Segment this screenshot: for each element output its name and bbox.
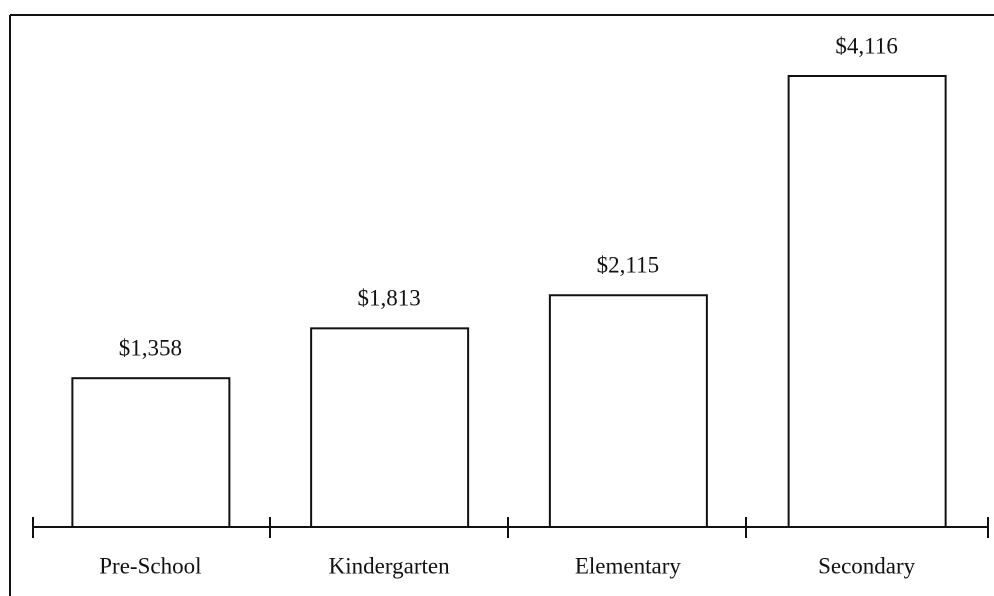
- x-tick-label: Kindergarten: [329, 553, 450, 578]
- value-label: $4,116: [835, 33, 897, 58]
- bar: [71, 377, 231, 528]
- x-tick-label: Pre-School: [99, 553, 201, 578]
- x-tick-label: Secondary: [818, 553, 916, 578]
- axis-separators: [32, 517, 989, 538]
- x-tick-label: Elementary: [575, 553, 682, 578]
- value-label: $1,813: [358, 286, 421, 311]
- value-label: $2,115: [597, 253, 659, 278]
- value-label: $1,358: [119, 335, 182, 360]
- bars: [71, 75, 947, 528]
- bar: [310, 327, 470, 528]
- bar: [787, 75, 947, 528]
- bar: [548, 294, 708, 528]
